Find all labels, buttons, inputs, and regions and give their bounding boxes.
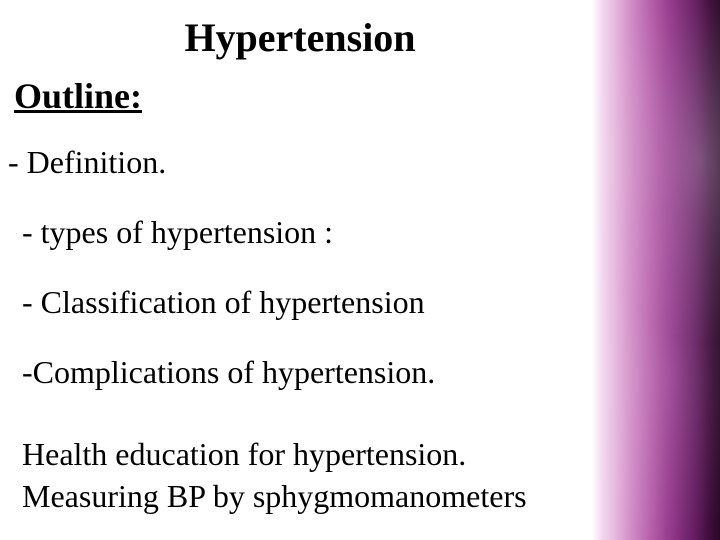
outline-line: - types of hypertension :	[22, 214, 333, 251]
slide-title: Hypertension	[0, 14, 600, 61]
outline-line: Measuring BP by sphygmomanometers	[22, 478, 527, 515]
outline-line: - Classification of hypertension	[22, 284, 425, 321]
slide-content: Hypertension Outline: - Definition. - typ…	[0, 0, 600, 540]
slide-subtitle: Outline:	[14, 75, 142, 117]
side-gradient-panel	[592, 0, 720, 540]
outline-line: Health education for hypertension.	[22, 436, 466, 473]
outline-line: - Definition.	[8, 144, 166, 181]
outline-line: -Complications of hypertension.	[22, 354, 435, 391]
slide: Hypertension Outline: - Definition. - typ…	[0, 0, 720, 540]
